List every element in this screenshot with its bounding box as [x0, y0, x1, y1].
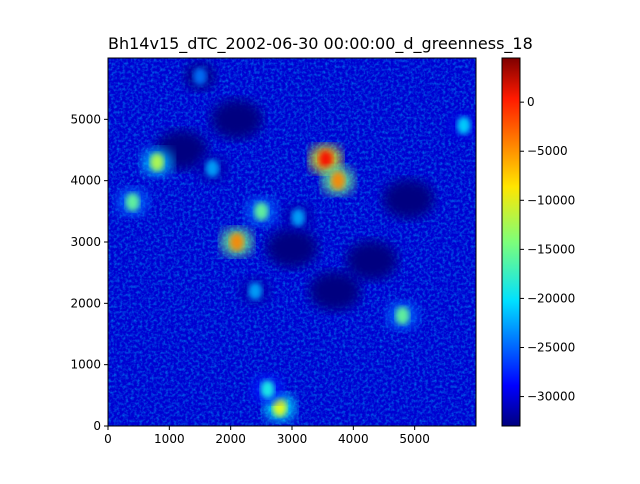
hotspot-4: [141, 148, 174, 177]
hotspot-13: [184, 62, 216, 91]
dark-patch-5: [308, 271, 361, 312]
hotspot-12: [447, 111, 476, 140]
colorbar-tick-label-1: −5000: [527, 144, 568, 158]
x-tick-label-5: 5000: [399, 432, 430, 446]
colorbar-tick-label-0: 0: [527, 95, 535, 109]
x-tick-label-0: 0: [104, 432, 112, 446]
dark-patch-0: [266, 228, 318, 269]
y-tick-label-1: 1000: [70, 358, 101, 372]
colorbar-tick-label-6: −30000: [527, 390, 575, 404]
hotspot-6: [245, 197, 278, 226]
y-tick-label-0: 0: [93, 419, 101, 433]
colorbar-tick-label-2: −10000: [527, 193, 575, 207]
dark-patch-1: [382, 179, 435, 220]
colorbar-tick-label-3: −15000: [527, 242, 575, 256]
colorbar-tick-label-4: −20000: [527, 291, 575, 305]
hotspot-0: [309, 145, 342, 174]
y-tick-label-2: 2000: [70, 296, 101, 310]
chart-title: Bh14v15_dTC_2002-06-30 00:00:00_d_greenn…: [108, 34, 533, 53]
hotspot-5: [386, 301, 419, 330]
hotspot-9: [196, 154, 229, 183]
x-tick-label-4: 4000: [338, 432, 369, 446]
x-tick-label-2: 2000: [215, 432, 246, 446]
hotspot-8: [116, 188, 149, 217]
colorbar-gradient: [502, 58, 520, 426]
colorbar-tick-label-5: −25000: [527, 340, 575, 354]
colorbar-frame: [501, 57, 521, 427]
dark-patch-2: [345, 240, 398, 281]
y-tick-label-4: 4000: [70, 174, 101, 188]
x-tick-label-1: 1000: [154, 432, 185, 446]
hotspot-11: [282, 203, 315, 232]
hotspot-10: [239, 277, 272, 306]
dark-patch-3: [210, 99, 263, 140]
y-tick-label-5: 5000: [70, 112, 101, 126]
hotspot-2: [220, 228, 253, 256]
hotspot-7: [251, 375, 284, 404]
hotspot-1: [322, 166, 354, 195]
x-tick-label-3: 3000: [277, 432, 308, 446]
y-tick-label-3: 3000: [70, 235, 101, 249]
